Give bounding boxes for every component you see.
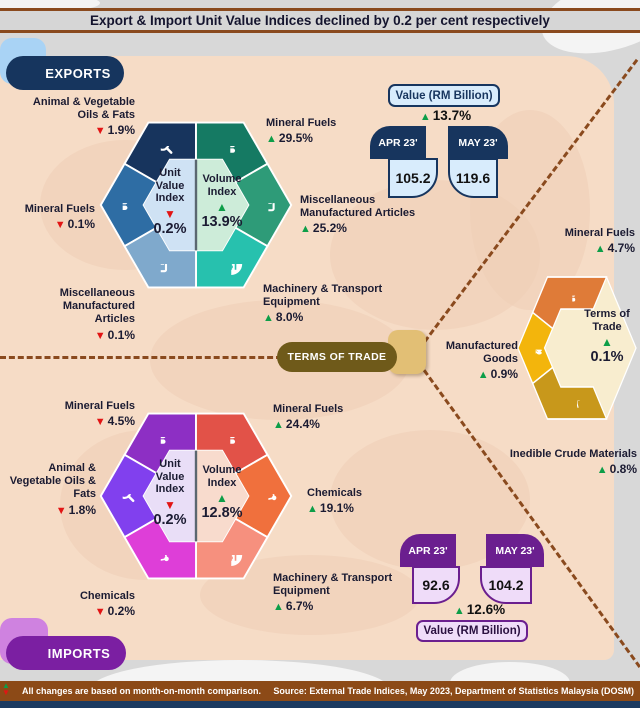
imports-value-change: ▲ 12.6% xyxy=(453,602,506,617)
imports-volume-pane xyxy=(196,450,249,542)
decrease-icon: ▼ xyxy=(55,504,67,517)
imports-may-tab: MAY 23' xyxy=(486,534,544,567)
decrease-icon: ▼ xyxy=(94,125,106,138)
increase-icon: ▲ xyxy=(594,243,606,256)
import-stat-mineral-fuels-volume: Mineral Fuels ▲ 24.4% xyxy=(273,403,344,432)
increase-icon: ▲ xyxy=(216,200,228,215)
footer-note: All changes are based on month-on-month … xyxy=(22,686,262,696)
increase-icon: ▲ xyxy=(263,312,274,325)
terms-stat-manufactured-goods: Manufactured Goods ▲ 0.9% xyxy=(445,340,518,382)
exports-value-label: Value (RM Billion) xyxy=(388,84,500,107)
footer-bar: All changes are based on month-on-month … xyxy=(0,681,640,701)
decrease-icon: ▼ xyxy=(94,329,106,342)
exports-may-tab: MAY 23' xyxy=(448,126,508,159)
increase-icon: ▲ xyxy=(273,601,284,614)
imports-value-label: Value (RM Billion) xyxy=(416,620,528,642)
exports-volume-pane xyxy=(196,159,249,251)
export-stat-misc-articles-unit: Miscellaneous Manufactured Articles ▼ 0.1… xyxy=(59,287,135,342)
import-stat-mineral-fuels-unit: Mineral Fuels ▼ 4.5% xyxy=(64,400,135,429)
change-legend-icon: ▲ ▼ xyxy=(2,681,10,698)
exports-unit-value-index: Unit Value Index ▼ 0.2% xyxy=(146,167,194,237)
import-stat-machinery: Machinery & Transport Equipment ▲ 6.7% xyxy=(273,572,393,614)
exports-badge: EXPORTS xyxy=(6,56,124,90)
imports-volume-index: Volume Index ▲ 12.8% xyxy=(197,464,247,521)
increase-icon: ▲ xyxy=(601,335,613,350)
terms-of-trade-center: Terms of Trade ▲ 0.1% xyxy=(573,308,640,365)
imports-unit-value-index: Unit Value Index ▼ 0.2% xyxy=(146,458,194,528)
divider xyxy=(0,8,640,11)
exports-unit-value-pane xyxy=(143,159,196,251)
imports-may-value: 104.2 xyxy=(480,566,532,604)
footer-base-bar xyxy=(0,701,640,708)
increase-icon: ▲ xyxy=(266,133,277,146)
divider xyxy=(0,30,640,33)
export-stat-mineral-fuels-unit: Mineral Fuels ▼ 0.1% xyxy=(24,203,95,232)
increase-icon: ▲ xyxy=(596,464,608,477)
footer-source: Source: External Trade Indices, May 2023… xyxy=(273,686,634,696)
import-stat-oils-fats: Animal & Vegetable Oils & Fats ▼ 1.8% xyxy=(9,462,96,517)
exports-volume-index: Volume Index ▲ 13.9% xyxy=(197,173,247,230)
export-stat-oils-fats: Animal & Vegetable Oils & Fats ▼ 1.9% xyxy=(32,96,135,138)
increase-icon: ▲ xyxy=(307,503,318,516)
increase-icon: ▲ xyxy=(477,369,489,382)
imports-hexagon xyxy=(99,412,293,580)
decrease-icon: ▼ xyxy=(164,497,176,512)
increase-icon: ▲ xyxy=(453,605,465,617)
export-stat-mineral-fuels-volume: Mineral Fuels ▲ 29.5% xyxy=(266,117,337,146)
title-band: Export & Import Unit Value Indices decli… xyxy=(0,11,640,30)
imports-badge-label: IMPORTS xyxy=(47,645,111,661)
page-title: Export & Import Unit Value Indices decli… xyxy=(90,13,550,28)
terms-of-trade-badge: TERMS OF TRADE xyxy=(277,342,397,372)
decrease-icon: ▼ xyxy=(94,606,106,619)
dashed-line-horizontal xyxy=(0,356,282,359)
decrease-icon: ▼ xyxy=(164,206,176,221)
imports-badge: IMPORTS xyxy=(6,636,126,670)
terms-of-trade-hexagon xyxy=(517,276,637,420)
exports-hexagon xyxy=(99,121,293,289)
increase-icon: ▲ xyxy=(216,491,228,506)
exports-value-change: ▲ 13.7% xyxy=(419,108,472,123)
import-stat-chemicals-volume: Chemicals ▲ 19.1% xyxy=(307,487,363,516)
import-stat-chemicals-unit: Chemicals ▼ 0.2% xyxy=(79,590,135,619)
exports-apr-tab: APR 23' xyxy=(370,126,426,159)
increase-icon: ▲ xyxy=(419,111,431,123)
exports-badge-label: EXPORTS xyxy=(45,65,111,81)
decrease-icon: ▼ xyxy=(94,416,106,429)
terms-stat-crude-materials: Inedible Crude Materials ▲ 0.8% xyxy=(509,448,637,477)
imports-apr-tab: APR 23' xyxy=(400,534,456,567)
imports-unit-value-pane xyxy=(143,450,196,542)
increase-icon: ▲ xyxy=(273,419,284,432)
decrease-icon: ▼ xyxy=(54,219,66,232)
terms-stat-mineral-fuels: Mineral Fuels ▲ 4.7% xyxy=(564,227,635,256)
increase-icon: ▲ xyxy=(300,223,311,236)
exports-may-value: 119.6 xyxy=(448,158,498,198)
export-stat-machinery: Machinery & Transport Equipment ▲ 8.0% xyxy=(263,283,383,325)
exports-apr-value: 105.2 xyxy=(388,158,438,198)
export-stat-misc-articles-volume: Miscellaneous Manufactured Articles ▲ 25.… xyxy=(300,194,416,236)
terms-segment-crude-materials xyxy=(531,366,608,420)
